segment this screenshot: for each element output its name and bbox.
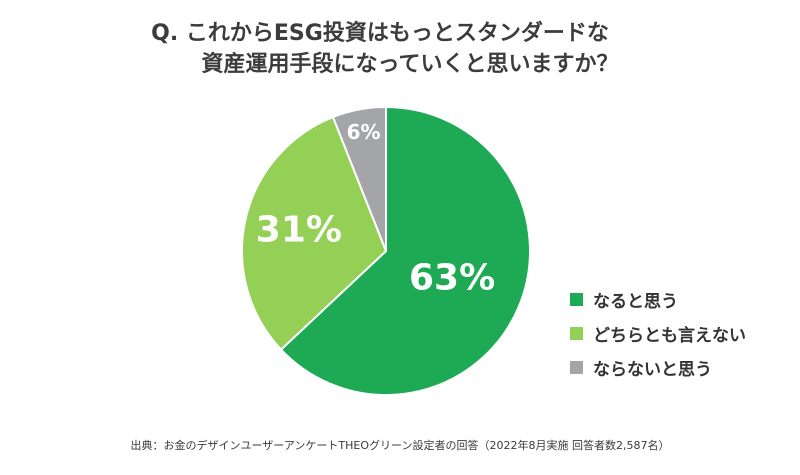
legend-swatch-yes (570, 292, 583, 306)
legend: なると思う どちらとも言えない ならないと思う (570, 282, 746, 384)
chart-title: Q. これからESG投資はもっとスタンダードな 資産運用手段になっていくと思いま… (0, 18, 800, 80)
legend-label-yes: なると思う (593, 291, 678, 312)
legend-swatch-neutral (570, 326, 583, 340)
chart-title-line-1: Q. これからESG投資はもっとスタンダードな (151, 21, 609, 46)
pie-label-neutral: 31% (256, 210, 342, 251)
legend-item-yes: なると思う (570, 282, 746, 316)
legend-swatch-no (570, 360, 583, 374)
pie-label-no: 6% (347, 120, 381, 144)
legend-item-no: ならないと思う (570, 350, 746, 384)
pie-slice-no (331, 105, 387, 252)
legend-item-neutral: どちらとも言えない (570, 316, 746, 350)
pie-slice-yes (279, 105, 531, 396)
pie-slice-neutral (241, 115, 388, 351)
source-note: 出典：お金のデザインユーザーアンケートTHEOグリーン設定者の回答（2022年8… (130, 439, 670, 452)
legend-label-neutral: どちらとも言えない (593, 325, 746, 346)
legend-label-no: ならないと思う (593, 359, 712, 380)
pie-label-yes: 63% (409, 258, 495, 299)
chart-title-line-2: 資産運用手段になっていくと思いますか？ (201, 52, 619, 77)
